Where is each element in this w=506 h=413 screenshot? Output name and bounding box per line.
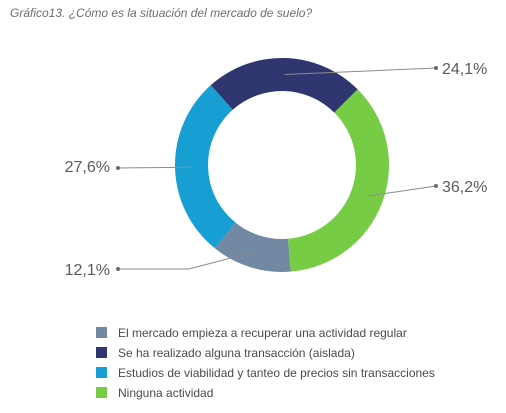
leader-dot: [434, 184, 438, 188]
leader-dot: [434, 66, 438, 70]
slice-value-label: 24,1%: [442, 61, 487, 78]
legend-swatch: [96, 367, 107, 378]
legend-item: El mercado empieza a recuperar una activ…: [96, 324, 435, 341]
leader-line: [284, 67, 437, 76]
donut-slice: [288, 89, 389, 272]
leader-line: [366, 185, 437, 197]
donut-chart: 12,1% 24,1% 27,6% 36,2%: [65, 57, 487, 279]
leader-dot: [116, 267, 120, 271]
legend-label: Ninguna actividad: [118, 385, 214, 400]
legend-swatch: [96, 387, 107, 398]
slice-value-label: 27,6%: [65, 159, 110, 176]
legend-swatch: [96, 347, 107, 358]
legend-item: Estudios de viabilidad y tanteo de preci…: [96, 364, 435, 381]
donut-slice: [174, 85, 236, 249]
leader-line: [117, 166, 192, 169]
leader-line: [118, 251, 256, 270]
legend-label: Se ha realizado alguna transacción (aisl…: [118, 345, 355, 360]
legend-label: El mercado empieza a recuperar una activ…: [118, 325, 407, 340]
legend-label: Estudios de viabilidad y tanteo de preci…: [118, 365, 435, 380]
legend-item: Se ha realizado alguna transacción (aisl…: [96, 344, 435, 361]
chart-title: Gráfico13. ¿Cómo es la situación del mer…: [10, 6, 313, 20]
slice-value-label: 36,2%: [442, 179, 487, 196]
chart-legend: El mercado empieza a recuperar una activ…: [96, 324, 435, 404]
legend-item: Ninguna actividad: [96, 384, 435, 401]
donut-slice: [210, 57, 358, 113]
slice-value-label: 12,1%: [65, 262, 110, 279]
leader-dot: [116, 166, 120, 170]
donut-slice: [214, 222, 291, 272]
legend-swatch: [96, 327, 107, 338]
